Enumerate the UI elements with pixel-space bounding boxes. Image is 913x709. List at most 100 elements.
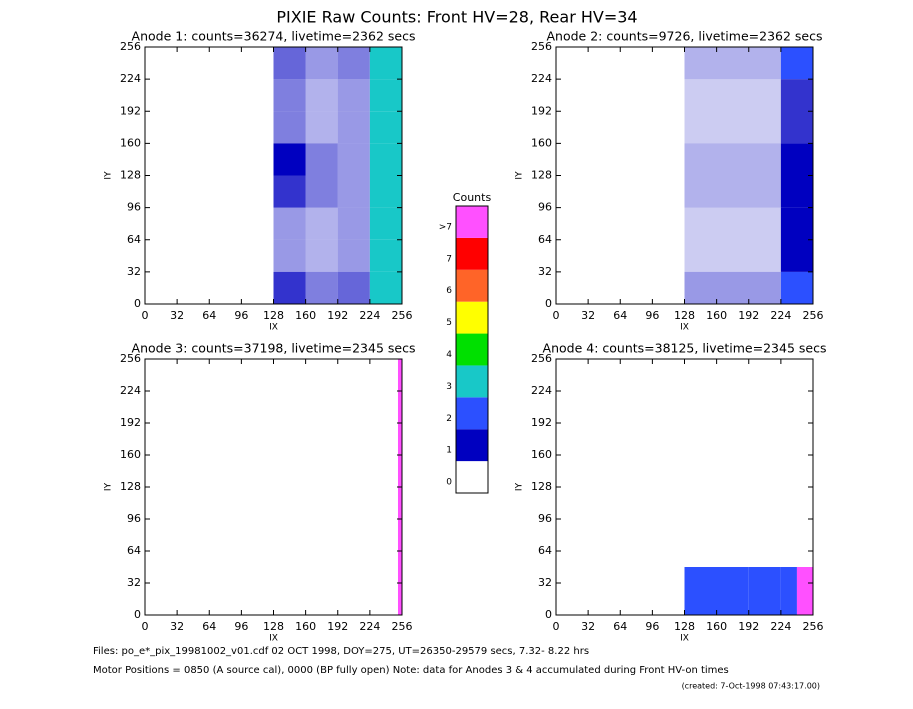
x-tick-label: 96 xyxy=(645,309,659,322)
y-tick-label: 160 xyxy=(120,136,141,149)
y-tick-label: 224 xyxy=(120,72,141,85)
y-tick-label: 32 xyxy=(538,265,552,278)
x-axis-label: IX xyxy=(680,323,689,333)
x-tick-label: 64 xyxy=(202,620,216,633)
heat-cell xyxy=(305,271,338,304)
x-tick-label: 256 xyxy=(392,309,413,322)
x-tick-label: 224 xyxy=(770,620,791,633)
y-tick-label: 96 xyxy=(538,201,552,214)
y-tick-label: 64 xyxy=(538,544,552,557)
heat-cell xyxy=(369,175,402,208)
panel-title: Anode 4: counts=38125, livetime=2345 sec… xyxy=(543,341,827,356)
y-tick-label: 224 xyxy=(531,72,552,85)
y-tick-label: 32 xyxy=(127,265,141,278)
x-tick-label: 64 xyxy=(613,309,627,322)
x-tick-label: 224 xyxy=(770,309,791,322)
footer-files: Files: po_e*_pix_19981002_v01.cdf 02 OCT… xyxy=(93,646,589,657)
colorbar-swatch xyxy=(456,461,488,493)
x-tick-label: 0 xyxy=(142,620,149,633)
x-tick-label: 160 xyxy=(295,309,316,322)
heat-cell xyxy=(305,207,338,240)
y-tick-label: 256 xyxy=(120,40,141,53)
x-tick-label: 128 xyxy=(263,309,284,322)
colorbar-label: 3 xyxy=(446,382,452,392)
x-tick-label: 96 xyxy=(645,620,659,633)
heat-cell xyxy=(684,567,749,615)
y-tick-label: 192 xyxy=(120,416,141,429)
x-tick-label: 32 xyxy=(581,620,595,633)
y-tick-label: 96 xyxy=(127,512,141,525)
heat-cell xyxy=(273,47,306,80)
heat-cell xyxy=(305,239,338,272)
y-tick-label: 0 xyxy=(545,608,552,621)
panel-title: Anode 3: counts=37198, livetime=2345 sec… xyxy=(132,341,416,356)
y-tick-label: 96 xyxy=(538,512,552,525)
heat-cell xyxy=(337,111,370,144)
x-tick-label: 32 xyxy=(170,620,184,633)
x-tick-label: 224 xyxy=(359,620,380,633)
heat-cell xyxy=(273,207,306,240)
heat-cell xyxy=(369,239,402,272)
heat-cell xyxy=(369,143,402,176)
footer-created: (created: 7-Oct-1998 07:43:17.00) xyxy=(682,682,820,691)
x-tick-label: 224 xyxy=(359,309,380,322)
colorbar-label: >7 xyxy=(439,222,452,232)
colorbar-label: 7 xyxy=(446,254,452,264)
x-tick-label: 96 xyxy=(234,620,248,633)
x-tick-label: 64 xyxy=(202,309,216,322)
plot-frame xyxy=(144,358,403,616)
x-tick-label: 256 xyxy=(803,309,824,322)
heat-cell xyxy=(273,79,306,112)
colorbar-swatch xyxy=(456,397,488,430)
heat-cell xyxy=(369,111,402,144)
heat-cell xyxy=(684,47,781,80)
colorbar-swatch xyxy=(456,429,488,462)
heat-cell xyxy=(305,47,338,80)
heat-cell xyxy=(337,207,370,240)
x-tick-label: 0 xyxy=(553,309,560,322)
colorbar-swatch xyxy=(456,237,488,270)
y-tick-label: 160 xyxy=(531,448,552,461)
heat-cell xyxy=(684,271,781,304)
colorbar-swatch xyxy=(456,365,488,398)
panel-title: Anode 1: counts=36274, livetime=2362 sec… xyxy=(132,29,416,44)
heat-cell xyxy=(273,111,306,144)
heat-cell xyxy=(273,175,306,208)
heat-cell xyxy=(369,47,402,80)
x-tick-label: 160 xyxy=(706,620,727,633)
x-tick-label: 64 xyxy=(613,620,627,633)
x-tick-label: 160 xyxy=(706,309,727,322)
x-tick-label: 0 xyxy=(142,309,149,322)
heat-cell xyxy=(369,207,402,240)
y-tick-label: 160 xyxy=(120,448,141,461)
y-tick-label: 128 xyxy=(531,169,552,182)
y-tick-label: 32 xyxy=(538,576,552,589)
colorbar-label: 2 xyxy=(446,414,452,424)
y-tick-label: 128 xyxy=(531,480,552,493)
y-axis-label: IY xyxy=(515,171,525,180)
y-tick-label: 160 xyxy=(531,136,552,149)
colorbar-label: 0 xyxy=(446,478,452,488)
x-tick-label: 128 xyxy=(674,620,695,633)
heat-cell xyxy=(305,111,338,144)
x-tick-label: 128 xyxy=(674,309,695,322)
x-tick-label: 192 xyxy=(738,620,759,633)
heat-cell xyxy=(780,207,813,272)
colorbar-swatch xyxy=(456,269,488,302)
x-tick-label: 32 xyxy=(170,309,184,322)
x-tick-label: 256 xyxy=(803,620,824,633)
y-tick-label: 64 xyxy=(127,233,141,246)
x-axis-label: IX xyxy=(269,323,278,333)
colorbar-label: 6 xyxy=(446,286,452,296)
heat-cell xyxy=(780,567,797,615)
panel-title: Anode 2: counts=9726, livetime=2362 secs xyxy=(547,29,823,44)
y-tick-label: 224 xyxy=(531,384,552,397)
x-tick-label: 32 xyxy=(581,309,595,322)
heat-cell xyxy=(796,567,813,615)
colorbar-swatch xyxy=(456,301,488,334)
colorbar-frame xyxy=(455,205,489,494)
heat-cell xyxy=(305,143,338,176)
heat-cell xyxy=(273,143,306,176)
heat-cell xyxy=(780,271,813,304)
